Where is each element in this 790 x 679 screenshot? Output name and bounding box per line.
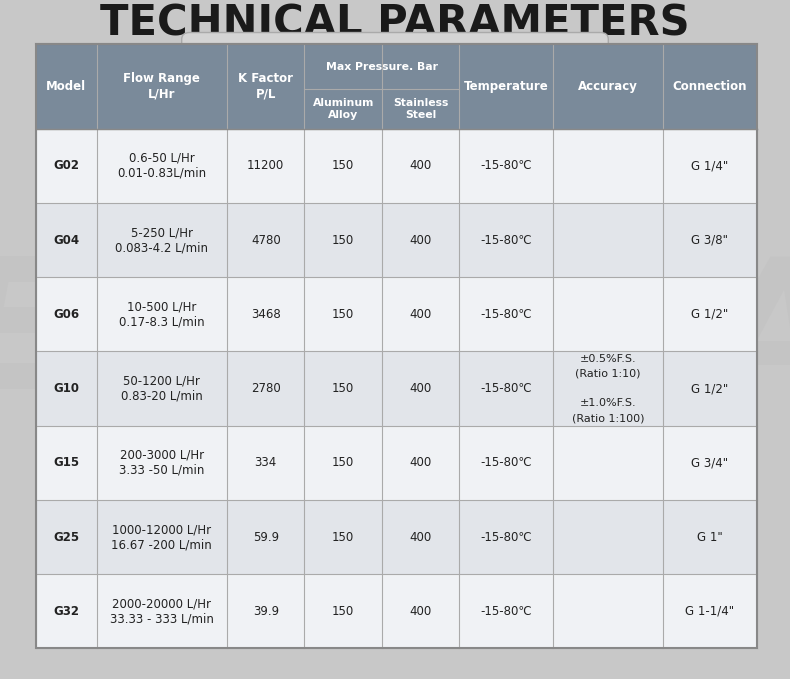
Text: 150: 150 [332, 160, 355, 172]
Text: G 1": G 1" [697, 530, 723, 544]
Text: Accuracy: Accuracy [578, 80, 638, 93]
Text: 150: 150 [332, 456, 355, 469]
Text: 150: 150 [332, 605, 355, 618]
Text: 150: 150 [332, 234, 355, 246]
Text: G32: G32 [53, 605, 79, 618]
Text: Flow Range
L/Hr: Flow Range L/Hr [123, 73, 201, 100]
Text: Model: Model [46, 80, 86, 93]
Text: 10-500 L/Hr
0.17-8.3 L/min: 10-500 L/Hr 0.17-8.3 L/min [119, 300, 205, 329]
Text: G06: G06 [53, 308, 79, 321]
Text: Ingenuity Quality Quality Assurance: Ingenuity Quality Quality Assurance [263, 45, 527, 60]
Text: G 1/2": G 1/2" [691, 308, 728, 321]
Text: 334: 334 [254, 456, 277, 469]
Bar [36, 426, 757, 500]
Text: -15-80℃: -15-80℃ [480, 382, 532, 395]
Text: TECHNICAL PARAMETERS: TECHNICAL PARAMETERS [100, 3, 690, 45]
Text: 400: 400 [409, 160, 432, 172]
Bar [36, 129, 757, 203]
Text: Aluminum
Alloy: Aluminum Alloy [313, 98, 374, 120]
Text: 3468: 3468 [251, 308, 280, 321]
Bar [36, 44, 757, 648]
Text: G 3/4": G 3/4" [691, 456, 728, 469]
Text: 150: 150 [332, 530, 355, 544]
Text: -15-80℃: -15-80℃ [480, 234, 532, 246]
Text: 4780: 4780 [251, 234, 280, 246]
Text: 400: 400 [409, 308, 432, 321]
Text: Max Pressure. Bar: Max Pressure. Bar [326, 62, 438, 71]
Text: 1000-12000 L/Hr
16.67 -200 L/min: 1000-12000 L/Hr 16.67 -200 L/min [111, 523, 213, 551]
Text: G25: G25 [53, 530, 79, 544]
Text: -15-80℃: -15-80℃ [480, 530, 532, 544]
Text: Connection: Connection [673, 80, 747, 93]
Text: 400: 400 [409, 234, 432, 246]
Bar [36, 352, 757, 426]
Bar [36, 277, 757, 352]
Text: G02: G02 [53, 160, 79, 172]
FancyBboxPatch shape [182, 33, 608, 72]
Text: G 1-1/4": G 1-1/4" [686, 605, 735, 618]
Text: 400: 400 [409, 456, 432, 469]
Text: 400: 400 [409, 382, 432, 395]
Text: 400: 400 [409, 605, 432, 618]
Bar [36, 44, 757, 129]
Text: 2000-20000 L/Hr
33.33 - 333 L/min: 2000-20000 L/Hr 33.33 - 333 L/min [110, 598, 214, 625]
Text: 5-250 L/Hr
0.083-4.2 L/min: 5-250 L/Hr 0.083-4.2 L/min [115, 226, 209, 254]
Text: K Factor
P/L: K Factor P/L [239, 73, 293, 100]
Text: G04: G04 [53, 234, 79, 246]
Text: 200-3000 L/Hr
3.33 -50 L/min: 200-3000 L/Hr 3.33 -50 L/min [119, 449, 205, 477]
Text: G 1/4": G 1/4" [691, 160, 728, 172]
Text: 11200: 11200 [247, 160, 284, 172]
Text: -15-80℃: -15-80℃ [480, 456, 532, 469]
Text: 50-1200 L/Hr
0.83-20 L/min: 50-1200 L/Hr 0.83-20 L/min [121, 375, 203, 403]
Bar [36, 203, 757, 277]
Text: -15-80℃: -15-80℃ [480, 308, 532, 321]
Text: TECHNICAL: TECHNICAL [0, 251, 790, 428]
Text: 400: 400 [409, 530, 432, 544]
Text: 150: 150 [332, 382, 355, 395]
Text: G 1/2": G 1/2" [691, 382, 728, 395]
Text: 150: 150 [332, 308, 355, 321]
Bar [36, 574, 757, 648]
Text: Stainless
Steel: Stainless Steel [393, 98, 448, 120]
Text: 39.9: 39.9 [253, 605, 279, 618]
Text: G 3/8": G 3/8" [691, 234, 728, 246]
Text: 59.9: 59.9 [253, 530, 279, 544]
Text: -15-80℃: -15-80℃ [480, 605, 532, 618]
Text: -15-80℃: -15-80℃ [480, 160, 532, 172]
Text: ±0.5%F.S.
(Ratio 1:10)

±1.0%F.S.
(Ratio 1:100): ±0.5%F.S. (Ratio 1:10) ±1.0%F.S. (Ratio … [572, 354, 645, 423]
Text: G15: G15 [53, 456, 79, 469]
Text: Temperature: Temperature [464, 80, 548, 93]
Text: 0.6-50 L/Hr
0.01-0.83L/min: 0.6-50 L/Hr 0.01-0.83L/min [117, 152, 206, 180]
Text: 2780: 2780 [251, 382, 280, 395]
Bar [36, 500, 757, 574]
Text: G10: G10 [53, 382, 79, 395]
